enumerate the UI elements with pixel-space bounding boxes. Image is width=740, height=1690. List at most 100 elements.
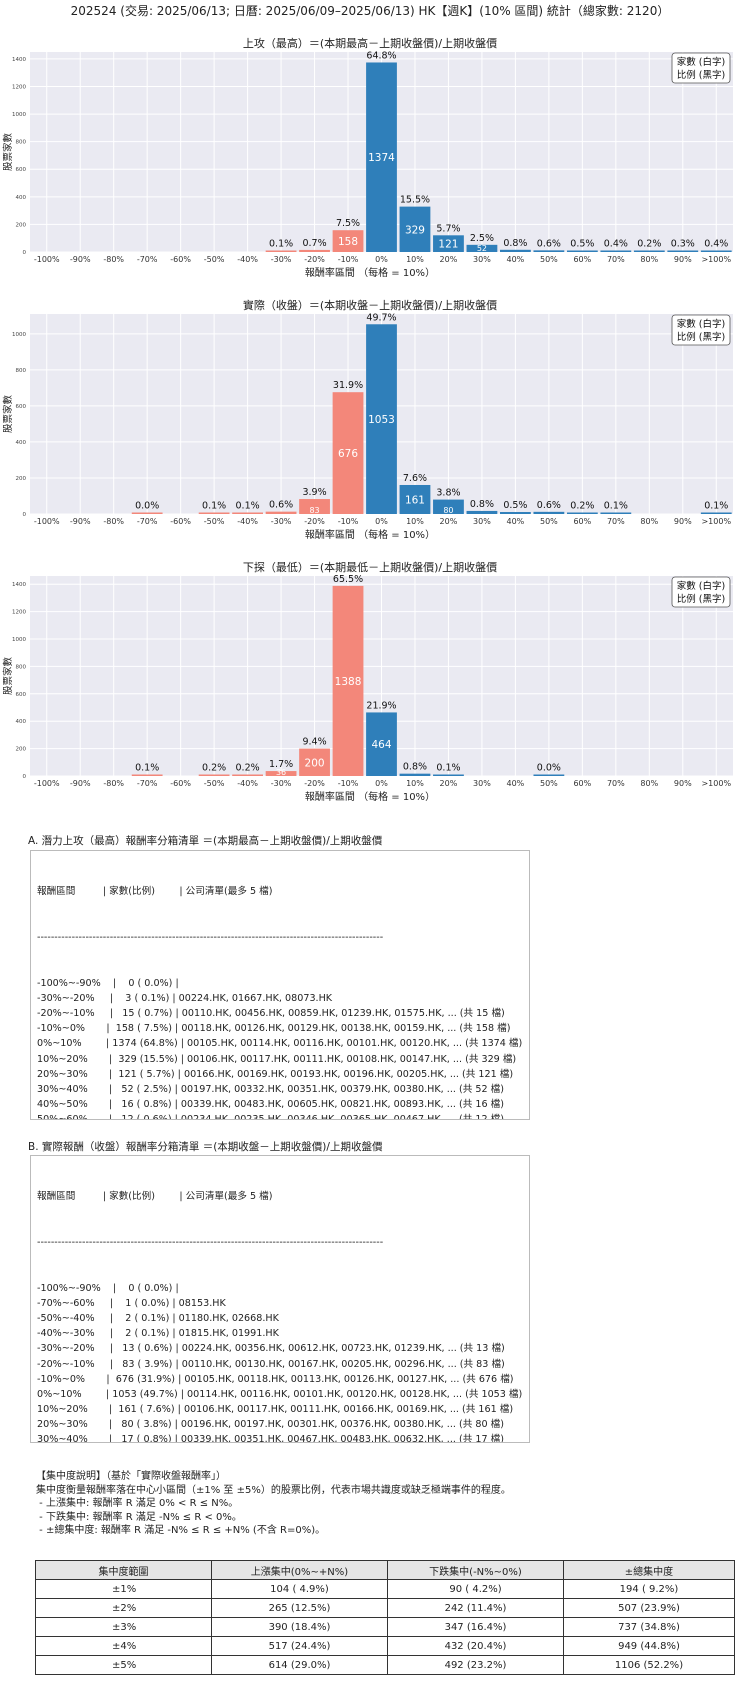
bar-pct-label: 0.8% — [470, 499, 494, 510]
y-tick-label: 800 — [16, 664, 27, 670]
table-row: ±5% 614 (29.0%) 492 (23.2%) 1106 (52.2%) — [35, 1655, 735, 1675]
table-cell: ±5% — [35, 1655, 212, 1675]
bar — [566, 250, 598, 252]
bar-pct-label: 0.1% — [704, 501, 728, 512]
bar — [332, 392, 364, 514]
x-tick-label: -70% — [137, 517, 158, 526]
list-a-header: 報酬區間 | 家數(比例) | 公司清單(最多 5 檔) — [37, 886, 273, 898]
x-tick-label: 80% — [640, 255, 658, 264]
x-tick-label: 90% — [674, 255, 692, 264]
bar — [366, 712, 397, 776]
bar-count-label: 1374 — [368, 152, 395, 164]
bar-count-label: 1388 — [335, 676, 362, 688]
x-tick-label: 0% — [375, 255, 388, 264]
x-axis-label: 報酬率區間 （每格 = 10%） — [305, 790, 435, 803]
list-row: 10%~20% | 161 ( 7.6%) | 00106.HK, 00117.… — [37, 1404, 514, 1416]
y-tick-label: 1000 — [12, 112, 26, 118]
bar-count-label: 464 — [371, 739, 391, 751]
bar — [600, 512, 632, 514]
list-row: 0%~10% | 1053 (49.7%) | 00114.HK, 00116.… — [37, 1388, 523, 1400]
x-tick-label: 60% — [573, 517, 591, 526]
bar — [700, 512, 732, 514]
y-tick-label: 800 — [16, 140, 27, 146]
table-cell: 242 (11.4%) — [387, 1598, 564, 1618]
bar — [265, 771, 297, 776]
x-tick-label: 40% — [507, 255, 525, 264]
x-tick-label: -10% — [338, 517, 359, 526]
table-cell: 517 (24.4%) — [211, 1636, 388, 1656]
table-row: ±2% 265 (12.5%) 242 (11.4%) 507 (23.9%) — [35, 1598, 735, 1618]
y-tick-label: 400 — [16, 195, 27, 201]
table-row: ±3% 390 (18.4%) 347 (16.4%) 737 (34.8%) — [35, 1617, 735, 1637]
list-row: 30%~40% | 52 ( 2.5%) | 00197.HK, 00332.H… — [37, 1083, 504, 1095]
legend-entry: 家數 (白字) — [677, 318, 725, 330]
table-cell: ±3% — [35, 1617, 212, 1637]
bar-pct-label: 0.2% — [570, 501, 594, 512]
bar-pct-label: 0.4% — [704, 239, 728, 250]
bar-pct-label: 0.5% — [570, 239, 594, 250]
legend-entry: 比例 (黑字) — [677, 593, 725, 605]
list-row: -30%~-20% | 13 ( 0.6%) | 00224.HK, 00356… — [37, 1343, 505, 1355]
chart-actual-close: 實際（收盤）＝(本期收盤－上期收盤價)/上期收盤價 0 200 400 600 800 10… — [2, 298, 733, 541]
bar-pct-label: 7.5% — [336, 218, 360, 229]
bar-pct-label: 9.4% — [302, 737, 326, 748]
table-cell: 104 ( 4.9%) — [211, 1579, 388, 1599]
list-b-title: B. 實際報酬（收盤）報酬率分箱清單 ＝(本期收盤－上期收盤價)/上期收盤價 — [28, 1141, 383, 1153]
x-tick-label: 50% — [540, 255, 558, 264]
concentration-bullet: - 上漲集中: 報酬率 R 滿足 0% < R ≤ N%。 — [36, 1498, 239, 1509]
x-tick-label: -50% — [204, 255, 225, 264]
bar — [399, 206, 431, 252]
table-header: 下跌集中(-N%~0%) — [387, 1560, 564, 1580]
x-tick-label: -90% — [70, 255, 91, 264]
x-tick-label: -70% — [137, 255, 158, 264]
x-tick-label: -30% — [271, 255, 292, 264]
y-tick-label: 1000 — [12, 637, 26, 643]
concentration-heading: 【集中度說明】（基於「實際收盤報酬率」） — [36, 1471, 226, 1482]
bar — [600, 250, 632, 252]
bar-pct-label: 3.8% — [436, 488, 460, 499]
bar-pct-label: 65.5% — [333, 574, 363, 585]
bar-pct-label: 3.9% — [302, 487, 326, 498]
legend-entry: 比例 (黑字) — [677, 69, 725, 81]
x-tick-label: >100% — [701, 779, 731, 788]
list-b-header: 報酬區間 | 家數(比例) | 公司清單(最多 5 檔) — [37, 1191, 273, 1203]
table-header: 集中度範圍 — [35, 1560, 212, 1580]
bar-pct-label: 0.0% — [135, 501, 159, 512]
bar — [466, 510, 498, 514]
bar-pct-label: 21.9% — [366, 700, 396, 711]
x-tick-label: -10% — [338, 779, 359, 788]
chart-title: 上攻（最高）＝(本期最高－上期收盤價)/上期收盤價 — [243, 36, 497, 50]
legend-entry: 家數 (白字) — [677, 56, 725, 68]
table-cell: 1106 (52.2%) — [563, 1655, 735, 1675]
bar — [500, 512, 531, 514]
table-header: ±總集中度 — [563, 1560, 735, 1580]
x-tick-label: 0% — [375, 517, 388, 526]
table-cell: ±4% — [35, 1636, 212, 1656]
chart-title: 下探（最低）＝(本期最低－上期收盤價)/上期收盤價 — [243, 560, 497, 574]
bar — [332, 585, 364, 776]
bar-pct-label: 64.8% — [366, 50, 396, 61]
table-cell: 390 (18.4%) — [211, 1617, 388, 1637]
chart-downside-low: 下探（最低）＝(本期最低－上期收盤價)/上期收盤價 0 200 400 600 800 10… — [2, 560, 733, 803]
list-row: -70%~-60% | 1 ( 0.0%) | 08153.HK — [37, 1297, 226, 1309]
bar-pct-label: 0.1% — [236, 501, 260, 512]
table-cell: ±1% — [35, 1579, 212, 1599]
bar — [399, 484, 431, 514]
list-row: -50%~-40% | 2 ( 0.1%) | 01180.HK, 02668.… — [37, 1312, 279, 1324]
x-tick-label: -40% — [237, 517, 258, 526]
concentration-notes: 【集中度說明】（基於「實際收盤報酬率」） 集中度衡量報酬率落在中心小區間（±1%… — [36, 1470, 511, 1538]
bar-pct-label: 0.6% — [269, 500, 293, 511]
bar — [500, 249, 531, 252]
bar-count-label: 36 — [276, 768, 286, 777]
list-row: 20%~30% | 121 ( 5.7%) | 00166.HK, 00169.… — [37, 1068, 514, 1080]
table-cell: ±2% — [35, 1598, 212, 1618]
list-row: 10%~20% | 329 (15.5%) | 00106.HK, 00117.… — [37, 1053, 517, 1065]
bar — [700, 250, 732, 252]
bar-pct-label: 0.8% — [503, 238, 527, 249]
x-axis-label: 報酬率區間 （每格 = 10%） — [305, 528, 435, 541]
legend-entry: 家數 (白字) — [677, 580, 725, 592]
concentration-table: 集中度範圍 上漲集中(0%~+N%) 下跌集中(-N%~0%) ±總集中度 ±1… — [35, 1560, 735, 1675]
x-tick-label: 10% — [406, 255, 424, 264]
x-tick-label: -20% — [304, 517, 325, 526]
x-tick-label: -40% — [237, 255, 258, 264]
